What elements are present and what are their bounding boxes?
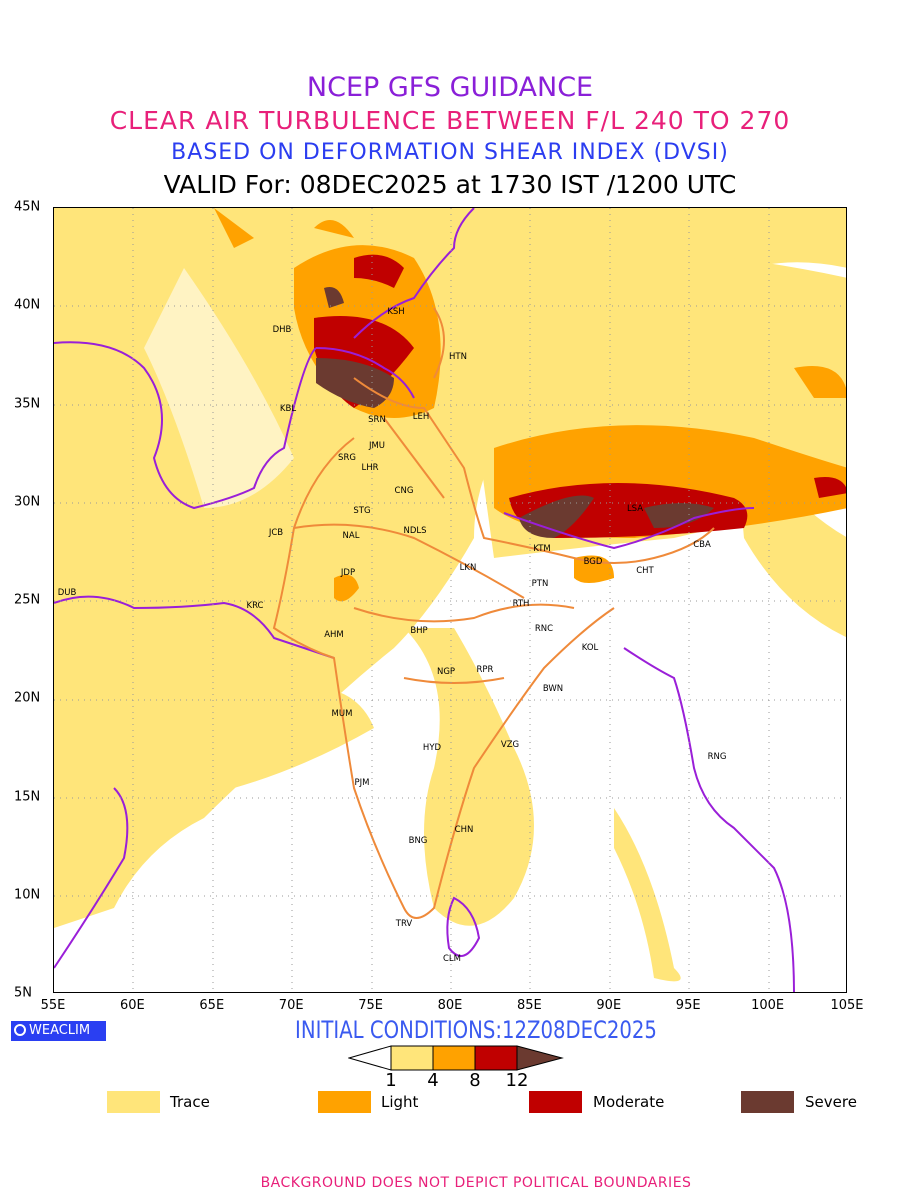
city-label: RPR — [476, 665, 494, 675]
city-label: PTN — [531, 579, 549, 589]
chart-subtitle: CLEAR AIR TURBULENCE BETWEEN F/L 240 TO … — [109, 106, 791, 135]
city-label: DHB — [272, 325, 292, 335]
city-label: NAL — [342, 531, 360, 541]
lon-tick-label: 70E — [278, 998, 304, 1013]
turbulence-map — [53, 207, 847, 993]
city-label: NGP — [436, 667, 456, 677]
city-label: KBL — [279, 404, 297, 414]
initial-conditions: INITIAL CONDITIONS:12Z08DEC2025 — [295, 1016, 657, 1044]
lon-tick-label: 75E — [358, 998, 383, 1013]
colorbar-tick: 12 — [505, 1070, 529, 1091]
city-label: KSH — [387, 307, 405, 317]
city-label: KRC — [246, 601, 264, 611]
lat-tick-label: 20N — [14, 690, 41, 706]
city-label: KTM — [533, 544, 551, 554]
lat-tick-label: 30N — [14, 494, 41, 510]
footer-disclaimer: BACKGROUND DOES NOT DEPICT POLITICAL BOU… — [260, 1175, 692, 1191]
lon-tick-label: 105E — [830, 998, 864, 1013]
colorbar-tick: 4 — [427, 1070, 439, 1091]
colorbar-light — [432, 1045, 476, 1071]
valid-time: VALID For: 08DEC2025 at 1730 IST /1200 U… — [163, 170, 737, 199]
severe-areas — [316, 287, 714, 538]
city-label: RNC — [534, 624, 554, 634]
chart-title: NCEP GFS GUIDANCE — [306, 72, 594, 103]
city-label: DUB — [57, 588, 77, 598]
lat-tick-label: 15N — [14, 789, 41, 804]
lat-tick-label: 40N — [14, 297, 41, 313]
lon-tick-label: 95E — [675, 998, 701, 1013]
city-label: BNG — [408, 836, 428, 846]
city-label: LKN — [459, 563, 477, 573]
colorbar-tick: 1 — [385, 1070, 397, 1091]
city-label: BWN — [542, 684, 564, 694]
colorbar — [348, 1045, 564, 1071]
legend-swatch-moderate — [529, 1091, 582, 1113]
city-label: LSA — [626, 504, 644, 514]
legend-label-trace: Trace — [170, 1093, 210, 1111]
legend-swatch-trace — [107, 1091, 160, 1113]
city-label: LHR — [361, 463, 379, 473]
city-label: LEH — [412, 412, 430, 422]
city-label: PJM — [354, 778, 370, 788]
city-label: SRG — [338, 453, 356, 463]
city-label: RNG — [707, 752, 727, 762]
city-label: JDP — [340, 568, 356, 578]
colorbar-moderate — [474, 1045, 518, 1071]
city-label: JCB — [268, 528, 284, 538]
lon-tick-label: 55E — [40, 998, 66, 1013]
lon-tick-label: 60E — [120, 998, 145, 1013]
city-label: BGD — [583, 557, 603, 567]
legend-swatch-light — [318, 1091, 371, 1113]
colorbar-tick: 8 — [469, 1070, 481, 1091]
city-label: CLM — [442, 954, 462, 964]
lat-tick-label: 25N — [14, 592, 41, 608]
city-label: CNG — [394, 486, 414, 496]
map-layers — [54, 208, 846, 992]
city-label: KOL — [581, 643, 599, 653]
colorbar-trace — [390, 1045, 434, 1071]
lon-tick-label: 85E — [517, 998, 542, 1013]
city-label: SRN — [368, 415, 386, 425]
logo-text: WEACLIM — [29, 1023, 91, 1038]
weaclim-logo: WEACLIM — [11, 1021, 106, 1041]
lat-tick-label: 45N — [14, 199, 41, 215]
city-label: TRV — [395, 919, 413, 929]
city-label: STG — [353, 506, 371, 516]
lat-tick-label: 35N — [14, 396, 41, 411]
city-label: NDLS — [403, 526, 427, 536]
legend-label-moderate: Moderate — [593, 1093, 665, 1111]
india-state-boundaries — [272, 307, 715, 919]
legend-label-light: Light — [381, 1093, 419, 1111]
lon-tick-label: 80E — [437, 998, 463, 1013]
legend-label-severe: Severe — [805, 1093, 857, 1111]
city-label: MUM — [331, 709, 353, 719]
lon-tick-label: 100E — [751, 998, 785, 1013]
city-label: CHN — [454, 825, 474, 835]
city-label: JMU — [368, 441, 386, 451]
colorbar-under-arrow — [348, 1045, 392, 1071]
city-label: RTH — [512, 599, 530, 609]
trace-areas — [54, 208, 846, 982]
lon-tick-label: 90E — [596, 998, 622, 1013]
city-label: HYD — [422, 743, 442, 753]
logo-icon — [14, 1024, 26, 1036]
lat-tick-label: 5N — [14, 985, 32, 1001]
country-boundaries — [54, 208, 795, 992]
city-label: BHP — [410, 626, 428, 636]
city-label: VZG — [500, 740, 520, 750]
lat-tick-label: 10N — [14, 887, 41, 903]
lon-tick-label: 65E — [199, 998, 225, 1013]
legend-swatch-severe — [741, 1091, 794, 1113]
city-label: CBA — [693, 540, 711, 550]
city-label: AHM — [324, 630, 344, 640]
grid-lines — [54, 208, 846, 992]
city-label: CHT — [636, 566, 654, 576]
city-label: HTN — [449, 352, 467, 362]
colorbar-severe-arrow — [516, 1045, 564, 1071]
index-description: BASED ON DEFORMATION SHEAR INDEX (DVSI) — [171, 140, 729, 165]
